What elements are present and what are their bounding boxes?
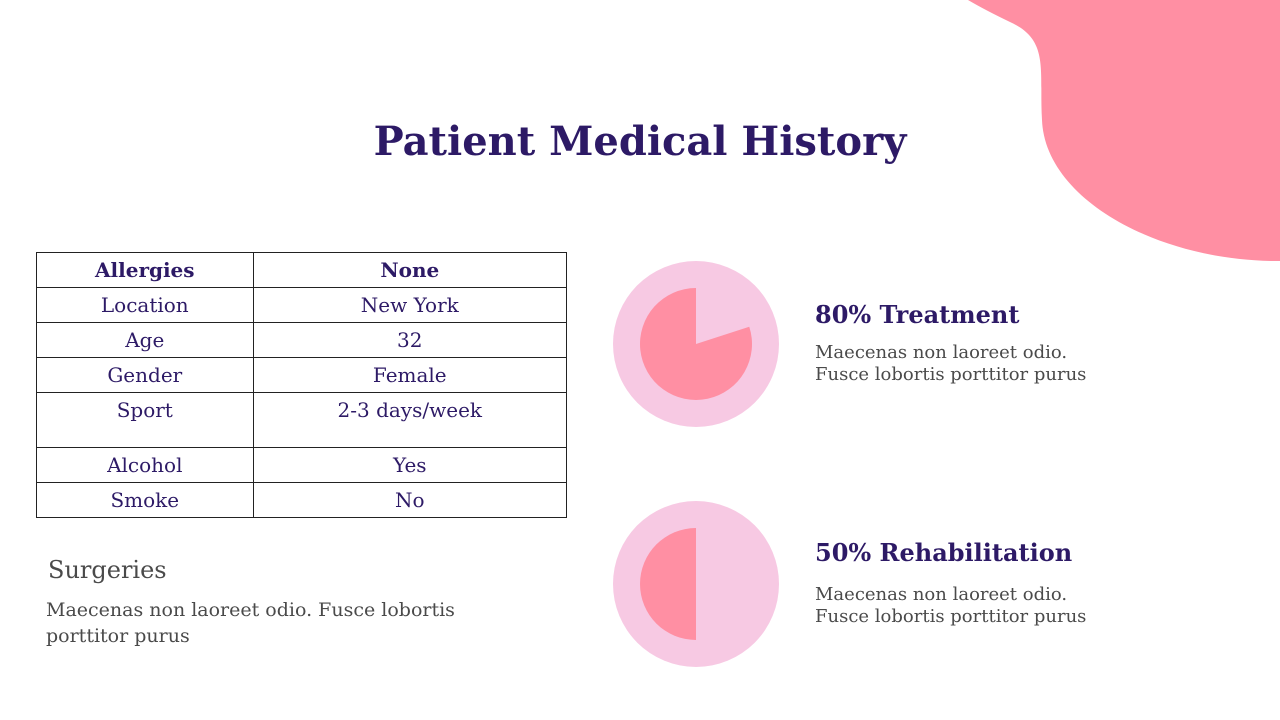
table-header-cell: Allergies [36, 252, 254, 288]
rehabilitation-text-line-2: Fusce lobortis porttitor purus [815, 606, 1087, 627]
rehabilitation-text-line-1: Maecenas non laoreet odio. [815, 584, 1068, 605]
table-cell-value: 32 [252, 322, 568, 358]
table-row: Smoke No [36, 482, 568, 518]
table-row: Gender Female [36, 357, 568, 393]
table-cell-label: Age [36, 322, 254, 358]
table-header-row: Allergies None [36, 252, 568, 288]
table-cell-value: 2-3 days/week [252, 392, 568, 448]
table-header-cell: None [252, 252, 568, 288]
surgeries-title: Surgeries [48, 556, 167, 584]
table-cell-label: Alcohol [36, 447, 254, 483]
page-title: Patient Medical History [373, 118, 907, 165]
rehabilitation-pie-chart [613, 501, 779, 667]
table-row: Location New York [36, 287, 568, 323]
table-cell-label: Sport [36, 392, 254, 448]
table-cell-value: Yes [252, 447, 568, 483]
surgeries-text: Maecenas non laoreet odio. Fusce loborti… [46, 599, 455, 647]
table-cell-value: No [252, 482, 568, 518]
treatment-text-line-2: Fusce lobortis porttitor purus [815, 364, 1087, 385]
table-row: Age 32 [36, 322, 568, 358]
table-cell-value: New York [252, 287, 568, 323]
pie-slice-treatment [639, 288, 752, 400]
table-row: Sport 2-3 days/week [36, 392, 568, 448]
table-cell-label: Smoke [36, 482, 254, 518]
treatment-pie-chart [613, 261, 779, 427]
medical-history-table: Allergies None Location New York Age 32 … [36, 252, 568, 518]
treatment-text-line-1: Maecenas non laoreet odio. [815, 342, 1068, 363]
table-cell-value: Female [252, 357, 568, 393]
table-cell-label: Gender [36, 357, 254, 393]
table-cell-label: Location [36, 287, 254, 323]
table-row: Alcohol Yes [36, 447, 568, 483]
pie-slice-rehabilitation [640, 528, 696, 640]
rehabilitation-heading: 50% Rehabilitation [815, 538, 1073, 567]
treatment-heading: 80% Treatment [815, 300, 1020, 329]
